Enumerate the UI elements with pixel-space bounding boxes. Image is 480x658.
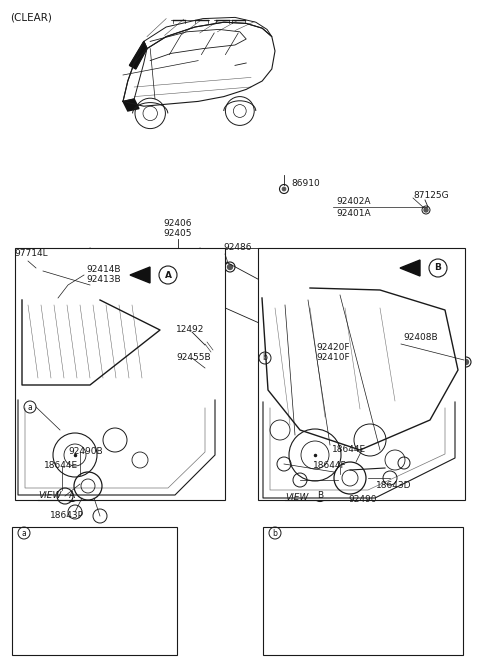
Text: 86910: 86910 — [291, 178, 320, 188]
Polygon shape — [123, 99, 139, 111]
Bar — [263, 527, 463, 655]
Text: B: B — [434, 263, 442, 272]
Text: A: A — [69, 490, 75, 499]
Text: B: B — [317, 490, 323, 499]
Text: 92406: 92406 — [164, 220, 192, 228]
Text: 18644E: 18644E — [44, 461, 78, 470]
Circle shape — [204, 368, 209, 374]
Text: VIEW: VIEW — [285, 492, 308, 501]
Polygon shape — [130, 41, 147, 69]
Circle shape — [282, 187, 286, 191]
Text: (CLEAR): (CLEAR) — [10, 12, 52, 22]
Text: 92455B: 92455B — [176, 353, 211, 361]
Circle shape — [228, 265, 232, 270]
Circle shape — [424, 208, 428, 212]
Text: 97714L: 97714L — [14, 249, 48, 257]
Text: 92401A: 92401A — [336, 209, 371, 218]
Circle shape — [464, 359, 468, 365]
Text: 12492: 12492 — [176, 326, 204, 334]
Text: 92414B: 92414B — [86, 265, 120, 274]
Bar — [15, 248, 225, 500]
Text: 92420F: 92420F — [316, 343, 349, 351]
Text: 18643P: 18643P — [50, 511, 84, 520]
Text: 92408B: 92408B — [403, 334, 438, 343]
Text: 92490B: 92490B — [68, 447, 103, 457]
Text: 92405: 92405 — [164, 230, 192, 238]
Text: 92410F: 92410F — [316, 353, 349, 363]
Text: 92402A: 92402A — [336, 197, 371, 207]
Bar — [12, 527, 177, 655]
Text: 18644E: 18644E — [332, 445, 366, 455]
Text: 18643D: 18643D — [376, 480, 411, 490]
Text: 92490: 92490 — [348, 495, 376, 503]
Polygon shape — [130, 267, 150, 283]
Text: 18644F: 18644F — [313, 461, 347, 470]
Text: a: a — [22, 528, 26, 538]
Bar — [258, 248, 465, 500]
Text: 92413B: 92413B — [86, 276, 120, 284]
Polygon shape — [400, 260, 420, 276]
Text: A: A — [165, 270, 171, 280]
Text: 87125G: 87125G — [413, 191, 449, 201]
Text: 92486: 92486 — [223, 243, 252, 253]
Text: b: b — [273, 528, 277, 538]
Text: b: b — [263, 353, 267, 363]
Text: a: a — [28, 403, 32, 411]
Text: VIEW: VIEW — [38, 492, 61, 501]
Circle shape — [36, 268, 40, 274]
